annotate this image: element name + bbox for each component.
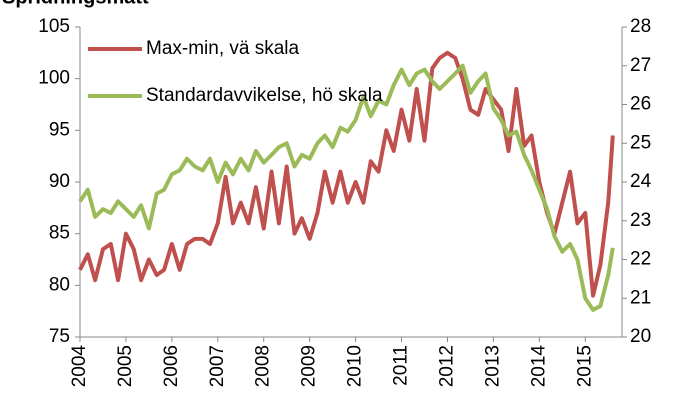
x-tick-label: 2010 [345,345,366,387]
x-tick-label: 2013 [482,345,503,387]
x-tick-label: 2008 [253,345,274,387]
y-tick-label: 105 [38,16,70,37]
y2-tick-label: 23 [630,210,651,231]
y-tick-label: 95 [49,119,70,140]
y2-tick-label: 28 [630,16,651,37]
y-tick-label: 100 [38,68,70,89]
x-tick-label: 2014 [528,345,549,388]
y-tick-label: 75 [49,326,70,347]
series-line [78,63,615,312]
legend-label: Max-min, vä skala [146,38,300,59]
y2-tick-label: 24 [630,171,652,192]
y2-tick-label: 22 [630,249,651,270]
x-tick-label: 2012 [436,345,457,387]
y2-tick-label: 21 [630,287,651,308]
x-tick-label: 2011 [391,345,412,386]
chart-title: Spridningsmått [2,0,149,8]
y2-tick-label: 26 [630,94,651,115]
y2-tick-label: 20 [630,326,651,347]
series-line [78,50,615,298]
y-tick-label: 80 [49,274,70,295]
x-tick-label: 2005 [115,345,136,387]
x-tick-label: 2015 [574,345,595,387]
y2-tick-label: 25 [630,132,651,153]
y-tick-label: 85 [49,223,70,244]
x-tick-label: 2007 [207,345,228,387]
x-tick-label: 2006 [161,345,182,387]
legend-label: Standardavvikelse, hö skala [146,85,383,106]
x-tick-label: 2009 [299,345,320,387]
y-tick-label: 90 [49,171,70,192]
x-tick-label: 2004 [69,345,90,388]
y2-tick-label: 27 [630,55,651,76]
